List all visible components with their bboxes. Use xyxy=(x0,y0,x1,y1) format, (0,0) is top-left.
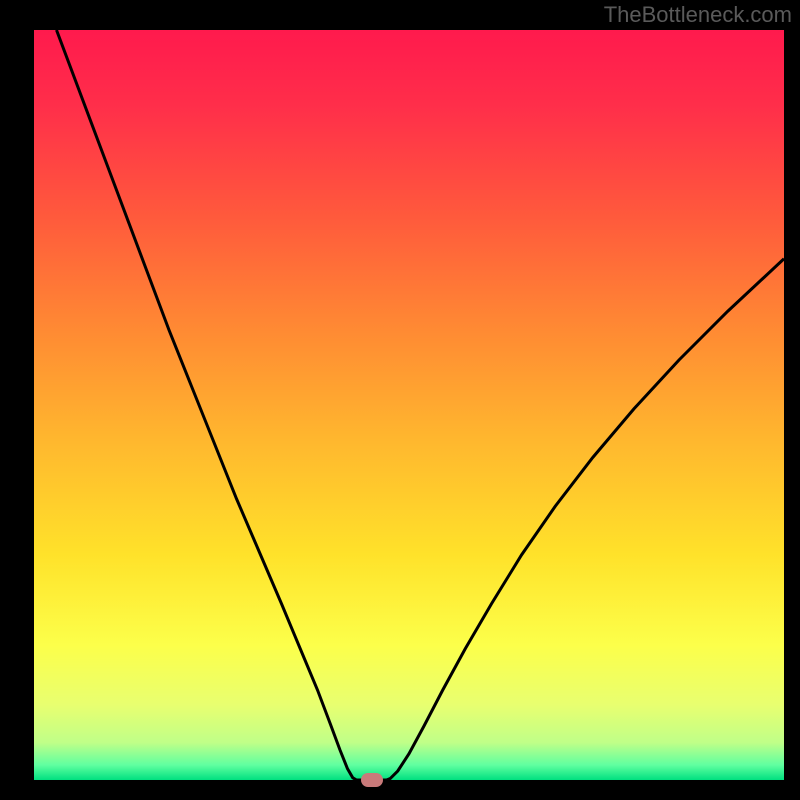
attribution-text: TheBottleneck.com xyxy=(604,2,792,28)
minimum-marker xyxy=(361,773,383,787)
bottleneck-curve xyxy=(57,30,785,780)
curve-layer xyxy=(34,30,784,780)
chart-plot-area xyxy=(34,30,784,780)
